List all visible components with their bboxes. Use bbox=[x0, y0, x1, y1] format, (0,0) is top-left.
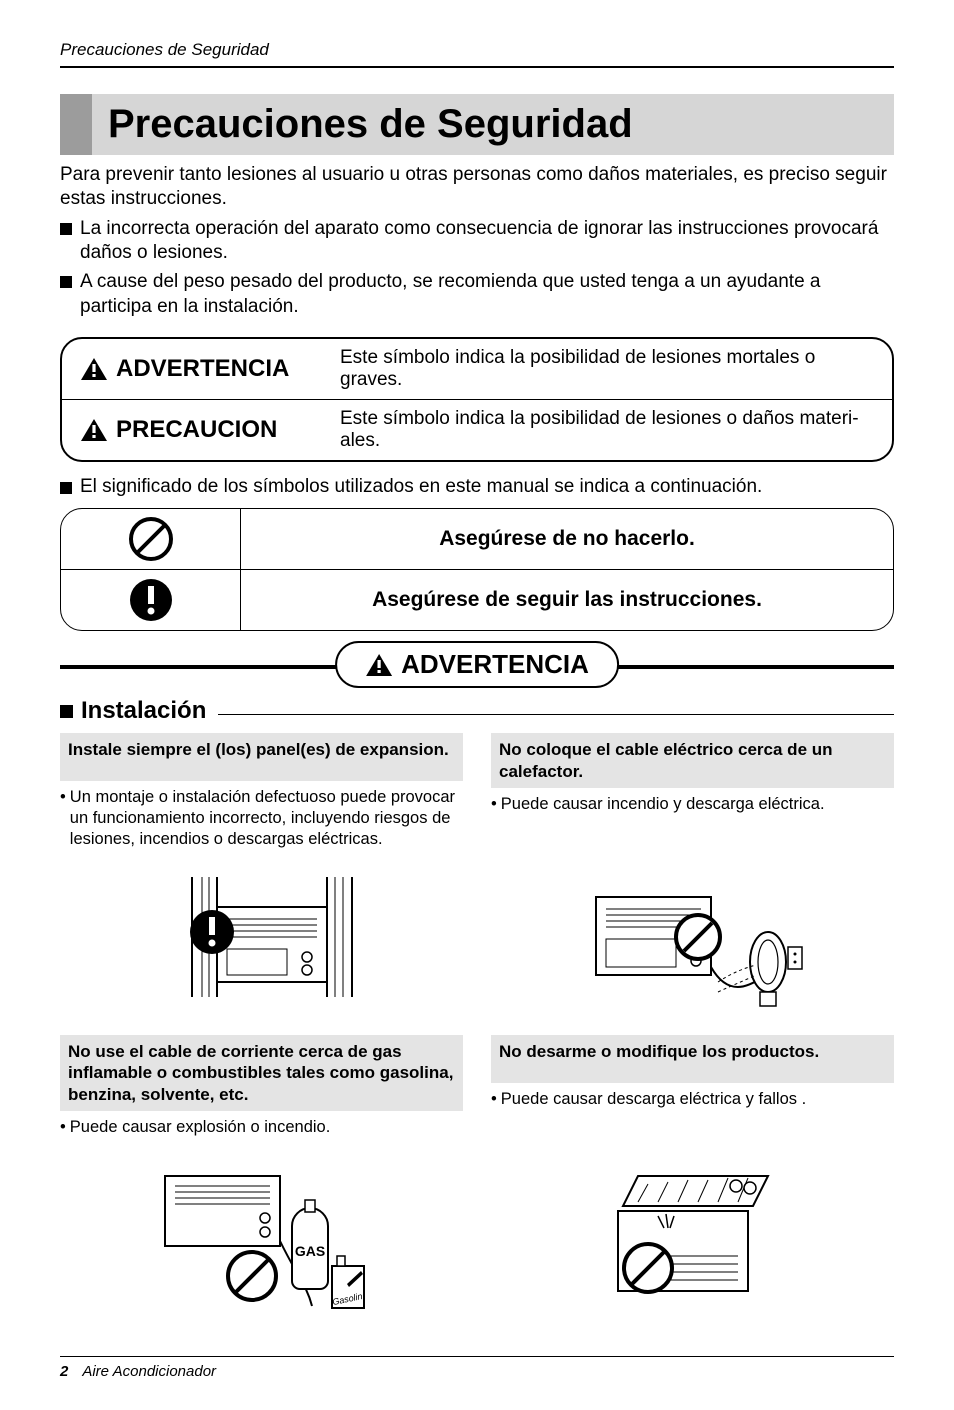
intro-bullet-text: La incorrecta operación del aparato como… bbox=[80, 217, 894, 266]
ac-heater-prohibit-icon bbox=[578, 867, 808, 1027]
caution-head: No coloque el cable eléctrico cerca de u… bbox=[491, 733, 894, 788]
caution-body: • Puede causar explosión o incendio. bbox=[60, 1117, 463, 1138]
caution-body: • Puede causar incendio y descarga eléct… bbox=[491, 794, 894, 815]
illustration bbox=[491, 1156, 894, 1326]
ac-gas-prohibit-icon: GAS Gasolin bbox=[147, 1156, 377, 1326]
caution-head: No desarme o modifique los productos. bbox=[491, 1035, 894, 1083]
square-bullet-icon bbox=[60, 276, 72, 288]
bullet-dot-icon: • bbox=[60, 1117, 66, 1138]
illustration bbox=[491, 867, 894, 1027]
callout-desc: Este símbolo indica la posibilidad de le… bbox=[340, 408, 874, 452]
callout-row-advertencia: ADVERTENCIA Este símbolo indica la posib… bbox=[62, 339, 892, 399]
intro-bullet: A cause del peso pesado del producto, se… bbox=[60, 270, 894, 319]
running-header: Precauciones de Seguridad bbox=[60, 40, 894, 68]
caution-head: Instale siempre el (los) panel(es) de ex… bbox=[60, 733, 463, 781]
title-block: Precauciones de Seguridad bbox=[60, 94, 894, 155]
caution-body: • Un montaje o instalación defectuoso pu… bbox=[60, 787, 463, 849]
banner-label: ADVERTENCIA bbox=[401, 649, 589, 680]
subsection-heading: Instalación bbox=[60, 697, 894, 725]
symbol-text: Asegúrese de seguir las instrucciones. bbox=[241, 578, 893, 622]
square-bullet-icon bbox=[60, 223, 72, 235]
symbol-row-prohibit: Asegúrese de no hacerlo. bbox=[61, 509, 893, 569]
banner-pill: ADVERTENCIA bbox=[335, 641, 619, 688]
symbol-table: Asegúrese de no hacerlo. Asegúrese de se… bbox=[60, 508, 894, 631]
symbol-text: Asegúrese de no hacerlo. bbox=[241, 517, 893, 561]
warning-triangle-icon bbox=[80, 357, 108, 381]
callout-label: ADVERTENCIA bbox=[80, 355, 340, 383]
caution-body-text: Puede causar descarga eléctrica y fallos… bbox=[501, 1089, 806, 1110]
intro-bullet-text: A cause del peso pesado del producto, se… bbox=[80, 270, 894, 319]
callout-row-precaucion: PRECAUCION Este símbolo indica la posibi… bbox=[62, 399, 892, 460]
bullet-dot-icon: • bbox=[491, 794, 497, 815]
symbol-note-text: El significado de los símbolos utilizado… bbox=[80, 476, 762, 498]
symbol-icon-cell bbox=[61, 509, 241, 569]
page-footer: 2 Aire Acondicionador bbox=[60, 1356, 894, 1380]
caution-body-text: Un montaje o instalación defectuoso pued… bbox=[70, 787, 463, 849]
symbol-icon-cell bbox=[61, 570, 241, 630]
warning-triangle-icon bbox=[80, 418, 108, 442]
caution-item: No desarme o modifique los productos. • … bbox=[491, 1035, 894, 1137]
illustration bbox=[60, 867, 463, 1027]
callout-desc: Este símbolo indica la posibilidad de le… bbox=[340, 347, 874, 391]
bullet-dot-icon: • bbox=[491, 1089, 497, 1110]
caution-row: No use el cable de corriente cerca de ga… bbox=[60, 1035, 894, 1137]
symbol-note: El significado de los símbolos utilizado… bbox=[60, 476, 894, 498]
illus-row bbox=[60, 857, 894, 1027]
caution-item: No coloque el cable eléctrico cerca de u… bbox=[491, 733, 894, 849]
square-bullet-icon bbox=[60, 705, 73, 718]
caution-item: No use el cable de corriente cerca de ga… bbox=[60, 1035, 463, 1137]
gas-label: GAS bbox=[294, 1243, 324, 1259]
bullet-dot-icon: • bbox=[60, 787, 66, 849]
severity-callout-box: ADVERTENCIA Este símbolo indica la posib… bbox=[60, 337, 894, 462]
callout-label-text: ADVERTENCIA bbox=[116, 355, 289, 383]
illustration: GAS Gasolin bbox=[60, 1156, 463, 1326]
subsection-rule bbox=[218, 714, 894, 715]
caution-body-text: Puede causar explosión o incendio. bbox=[70, 1117, 331, 1138]
symbol-row-mandatory: Asegúrese de seguir las instrucciones. bbox=[61, 569, 893, 630]
title-accent-bar bbox=[60, 94, 92, 155]
caution-body: • Puede causar descarga eléctrica y fall… bbox=[491, 1089, 894, 1110]
ac-panel-mandatory-icon bbox=[157, 867, 367, 1017]
mandatory-icon bbox=[127, 576, 175, 624]
intro-bullet-list: La incorrecta operación del aparato como… bbox=[60, 217, 894, 320]
page-number: 2 bbox=[60, 1363, 68, 1380]
caution-row: Instale siempre el (los) panel(es) de ex… bbox=[60, 733, 894, 849]
footer-title: Aire Acondicionador bbox=[82, 1363, 216, 1380]
illus-row: GAS Gasolin bbox=[60, 1146, 894, 1326]
callout-label: PRECAUCION bbox=[80, 416, 340, 444]
square-bullet-icon bbox=[60, 482, 72, 494]
prohibit-icon bbox=[127, 515, 175, 563]
callout-label-text: PRECAUCION bbox=[116, 416, 277, 444]
intro-bullet: La incorrecta operación del aparato como… bbox=[60, 217, 894, 266]
page-title: Precauciones de Seguridad bbox=[92, 94, 894, 155]
caution-head: No use el cable de corriente cerca de ga… bbox=[60, 1035, 463, 1111]
warning-triangle-icon bbox=[365, 653, 393, 677]
caution-item: Instale siempre el (los) panel(es) de ex… bbox=[60, 733, 463, 849]
ac-disassemble-prohibit-icon bbox=[578, 1156, 808, 1316]
section-banner: ADVERTENCIA bbox=[60, 637, 894, 693]
intro-paragraph: Para prevenir tanto lesiones al usuario … bbox=[60, 163, 894, 211]
subsection-heading-text: Instalación bbox=[81, 697, 206, 725]
caution-body-text: Puede causar incendio y descarga eléctri… bbox=[501, 794, 825, 815]
